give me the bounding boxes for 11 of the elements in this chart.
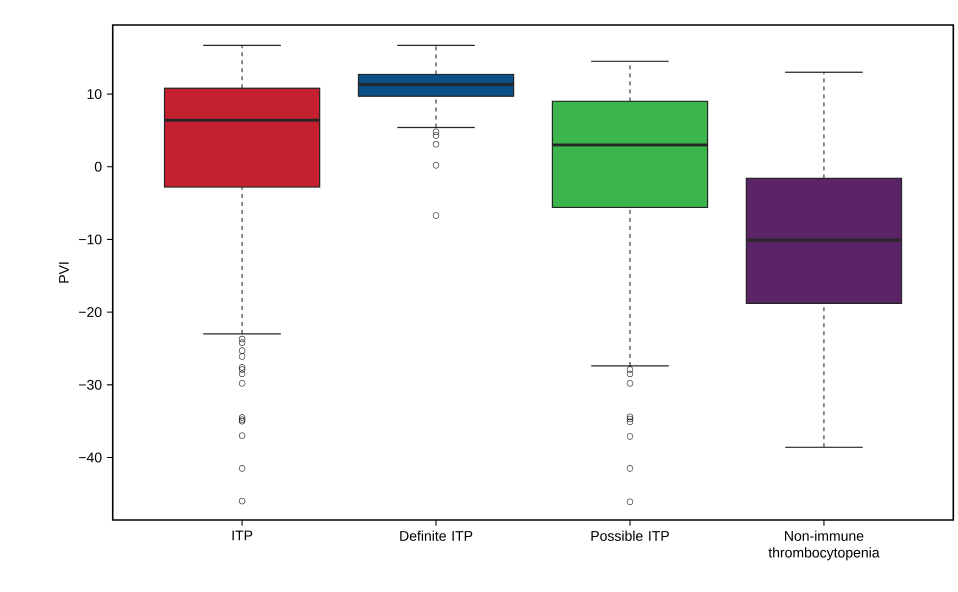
x-tick-label: Definite ITP <box>400 530 472 541</box>
y-tick-label: 10 <box>88 89 102 100</box>
y-axis-title: PVI <box>59 262 69 283</box>
x-tick-label: Non-immune thrombocytopenia <box>768 530 880 560</box>
y-tick-label: −10 <box>79 234 102 244</box>
y-tick-label: 0 <box>94 162 102 172</box>
x-tick-label: Possible ITP <box>591 530 669 541</box>
x-tick-label: ITP <box>232 530 252 540</box>
y-tick-label: −40 <box>79 452 102 462</box>
y-tick-label: −20 <box>79 307 102 318</box>
y-tick-label: −30 <box>79 380 102 390</box>
